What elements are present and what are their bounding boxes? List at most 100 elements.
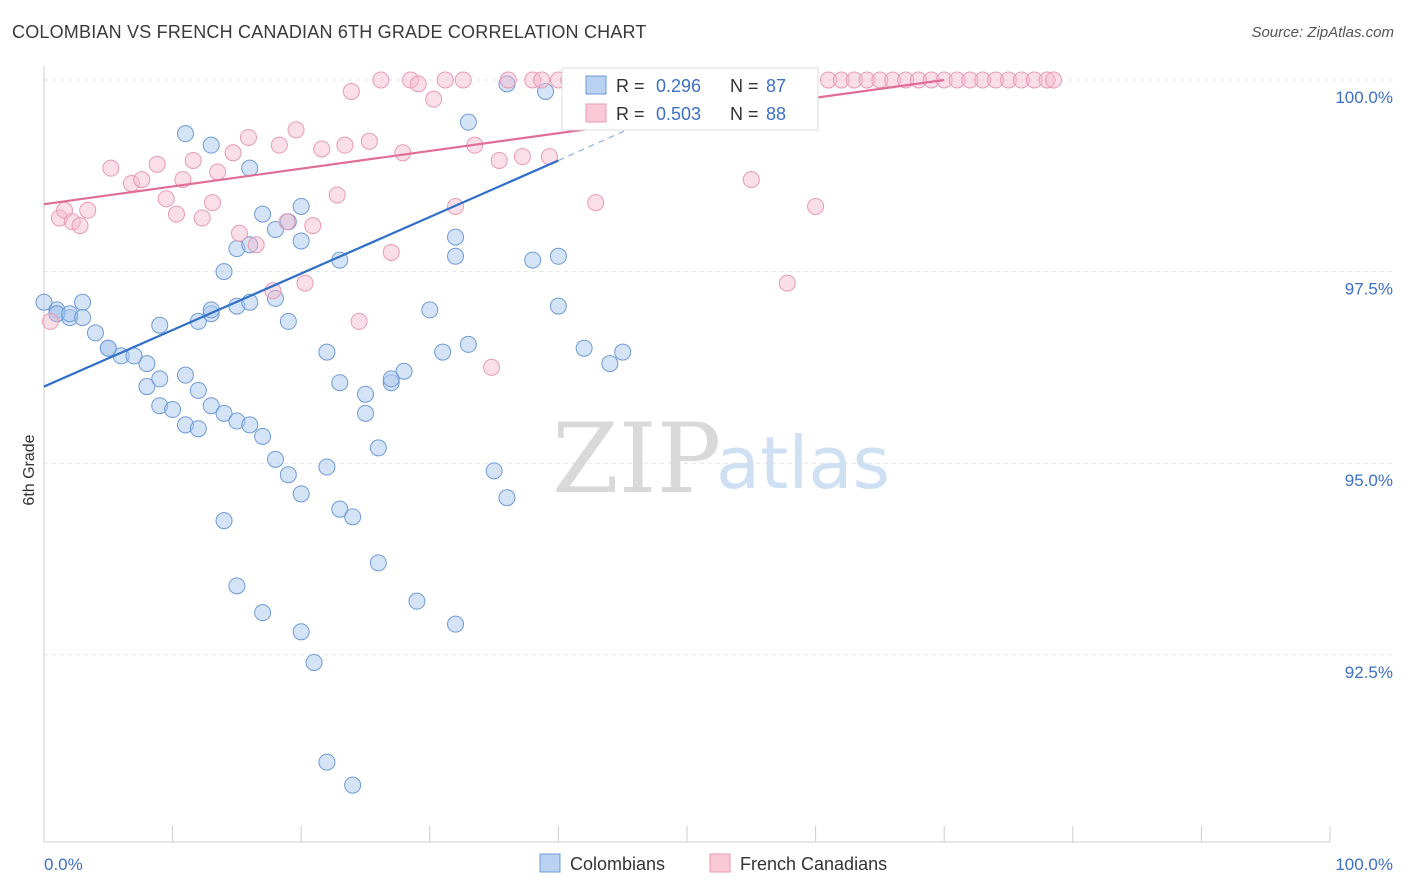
colombians-point-29 [318,458,336,476]
french-canadians-point-85 [1025,71,1043,89]
colombians-point-57 [408,592,426,610]
colombians-point-76 [318,753,336,771]
colombians-point-55 [344,508,362,526]
y-tick-labels: 92.5% 95.0% 97.5% 100.0% [1335,88,1393,682]
french-canadians-point-45 [499,71,517,89]
legend-n-label-french-canadians: N = [730,104,759,124]
x-tick-label-0: 0.0% [44,855,83,874]
colombians-point-5 [292,232,310,250]
colombians-point-2 [241,159,259,177]
bottom-legend-swatch-french-canadians[interactable] [709,853,731,873]
colombians-point-71 [215,512,233,530]
french-canadians-point-24 [287,121,305,139]
colombians-point-82 [459,335,477,353]
colombians-point-51 [241,236,259,254]
stats-legend: R = 0.296 N = 87 R = 0.503 N = 88 [561,67,819,131]
bottom-legend-label-colombians[interactable]: Colombians [570,854,665,874]
french-canadians-point-8 [133,171,151,189]
colombians-point-31 [434,343,452,361]
colombians-point-32 [447,247,465,265]
french-canadians-point-46 [513,148,531,166]
french-canadians-point-79 [948,71,966,89]
y-tick-label-2: 97.5% [1345,280,1393,299]
colombians-point-44 [357,404,374,422]
french-canadians-point-11 [167,205,185,223]
french-canadians-point-13 [184,151,202,169]
colombians-point-81 [421,301,439,319]
y-axis-title: 6th Grade [21,434,38,505]
french-canadians-point-36 [402,71,420,89]
colombians-point-22 [215,404,233,422]
french-canadians-point-22 [270,136,288,154]
colombians-point-43 [331,374,349,392]
colombians-point-54 [331,500,349,518]
french-canadians-point-9 [148,155,166,173]
french-canadians-point-27 [313,140,331,158]
french-canadians-point-17 [224,144,242,162]
french-canadians-point-29 [336,136,354,154]
french-canadians-point-41 [454,71,472,89]
colombians-point-70 [189,420,207,438]
french-canadians-point-25 [296,274,314,292]
colombians-point-73 [254,604,272,622]
x-tick-label-1: 100.0% [1335,855,1393,874]
legend-r-label-french-canadians: R = [616,104,645,124]
french-canadians-point-62 [742,171,760,189]
colombians-point-58 [447,615,465,633]
watermark-atlas: atlas [716,421,890,505]
colombians-point-79 [382,370,400,388]
french-canadians-point-47 [524,71,542,89]
colombians-point-68 [164,401,182,419]
french-canadians-point-87 [1045,71,1063,89]
french-canadians-point-20 [247,236,265,254]
french-canadians-point-37 [409,75,427,93]
colombians-trend-line [43,159,559,388]
legend-swatch-colombians [585,75,607,95]
french-canadians-point-15 [203,194,221,212]
french-canadians-point-34 [382,243,400,261]
colombians-point-41 [279,312,297,330]
colombians-point-20 [189,381,207,399]
bottom-legend-swatch-colombians[interactable] [539,853,561,873]
y-tick-label-0: 92.5% [1345,663,1393,682]
french-canadians-point-84 [1012,71,1030,89]
colombians-point-46 [485,462,503,480]
colombians-point-21 [202,397,220,415]
data-points [35,71,1063,794]
french-canadians-point-48 [533,71,551,89]
colombians-point-66 [138,378,156,396]
colombians-point-80 [395,362,413,380]
y-tick-label-1: 95.0% [1345,471,1393,490]
legend-n-french-canadians: 88 [766,104,786,124]
bottom-legend-label-french-canadians[interactable]: French Canadians [740,854,887,874]
colombians-point-33 [524,251,542,269]
french-canadians-point-81 [974,71,992,89]
colombians-point-27 [279,466,297,484]
french-canadians-point-33 [372,71,390,89]
french-canadians-point-80 [961,71,979,89]
french-canadians-point-3 [63,213,81,231]
colombians-point-24 [241,416,259,434]
french-canadians-point-83 [1000,71,1017,89]
colombians-point-49 [215,263,233,281]
french-canadians-point-68 [807,197,825,215]
colombians-point-34 [549,247,567,265]
french-canadians-point-39 [436,71,454,89]
colombians-point-56 [369,554,387,572]
french-canadians-point-14 [193,209,211,227]
french-canadians-point-4 [71,217,89,235]
colombians-point-72 [228,577,246,595]
colombians-point-7 [447,228,465,246]
french-canadians-point-67 [778,274,796,292]
colombians-point-3 [254,205,272,223]
colombians-point-8 [459,113,477,131]
colombians-point-53 [292,197,310,215]
legend-r-label-colombians: R = [616,76,645,96]
watermark: ZIP atlas [552,403,890,515]
colombians-point-1 [202,136,220,154]
colombians-point-10 [614,343,632,361]
french-canadians-point-26 [304,217,322,235]
colombians-point-74 [292,623,310,641]
french-canadians-point-6 [102,159,120,177]
french-canadians-point-54 [587,194,605,212]
